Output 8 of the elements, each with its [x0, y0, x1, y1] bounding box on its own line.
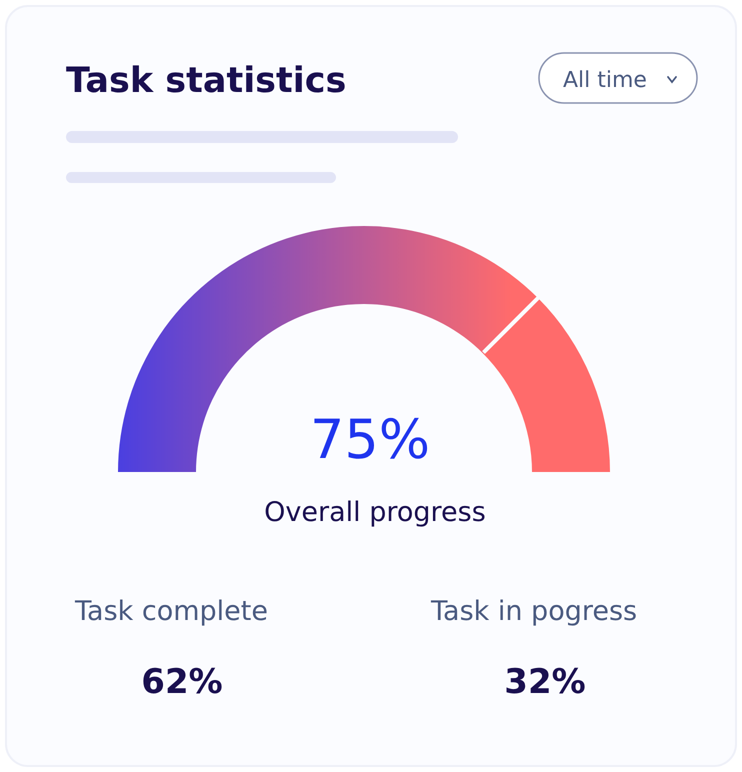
text: 32% [504, 662, 586, 702]
text: Overall progress [264, 497, 486, 528]
text: 62% [141, 662, 223, 702]
time-range-dropdown: All time [538, 52, 698, 104]
data-label: 75% [310, 408, 430, 471]
text: Task in pogress [430, 596, 638, 627]
text: Task complete [74, 596, 268, 627]
chart-title: Task statistics [66, 61, 346, 101]
